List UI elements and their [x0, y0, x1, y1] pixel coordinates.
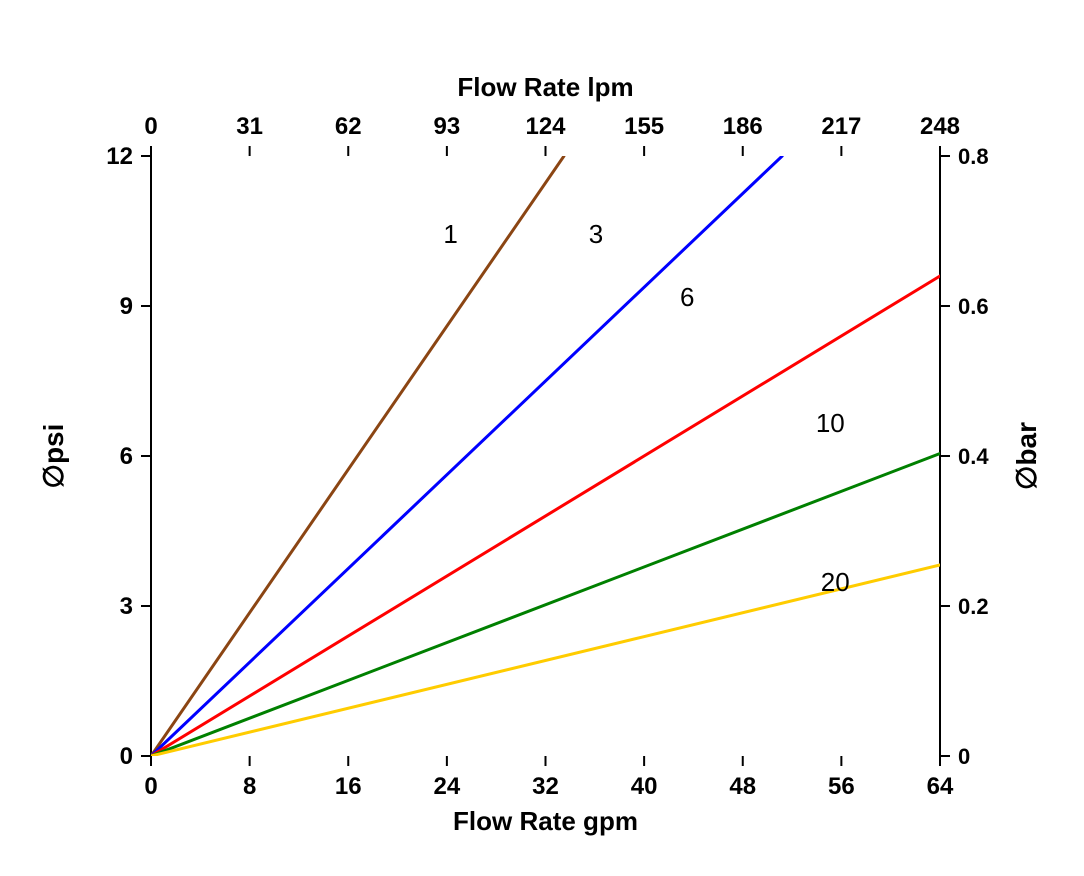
x-top-tick-label: 0: [144, 113, 157, 140]
x-top-title: Flow Rate lpm: [457, 72, 633, 102]
x-bottom-tick-label: 56: [828, 773, 855, 800]
y-left-tick-label: 0: [120, 743, 133, 770]
x-bottom-tick-label: 8: [243, 773, 256, 800]
x-bottom-tick-label: 24: [434, 773, 461, 800]
x-bottom-tick-label: 32: [532, 773, 559, 800]
x-bottom-tick-label: 48: [729, 773, 756, 800]
x-bottom-title: Flow Rate gpm: [453, 806, 638, 836]
y-left-tick-label: 9: [120, 293, 133, 320]
y-right-tick-label: 0.2: [958, 594, 989, 619]
y-left-tick-label: 3: [120, 593, 133, 620]
x-top-tick-label: 186: [723, 113, 763, 140]
series-label-10: 10: [816, 408, 845, 438]
x-bottom-tick-label: 64: [927, 773, 954, 800]
flow-rate-chart: 0816243240485664Flow Rate gpm03162931241…: [0, 0, 1084, 876]
series-label-20: 20: [821, 567, 850, 597]
x-top-tick-label: 93: [434, 113, 461, 140]
y-left-tick-label: 6: [120, 443, 133, 470]
x-top-tick-label: 62: [335, 113, 362, 140]
x-bottom-tick-label: 16: [335, 773, 362, 800]
x-bottom-tick-label: 40: [631, 773, 658, 800]
y-right-title: ∅bar: [1011, 422, 1042, 490]
x-top-tick-label: 248: [920, 113, 960, 140]
y-left-title: ∅psi: [38, 424, 69, 489]
x-top-tick-label: 155: [624, 113, 664, 140]
x-top-tick-label: 124: [525, 113, 566, 140]
y-left-tick-label: 12: [106, 143, 133, 170]
series-label-6: 6: [680, 282, 694, 312]
y-right-tick-label: 0.8: [958, 144, 989, 169]
series-label-1: 1: [443, 219, 457, 249]
y-right-tick-label: 0.4: [958, 444, 989, 469]
x-top-tick-label: 31: [236, 113, 263, 140]
series-label-3: 3: [589, 219, 603, 249]
y-right-tick-label: 0: [958, 744, 970, 769]
x-top-tick-label: 217: [821, 113, 861, 140]
x-bottom-tick-label: 0: [144, 773, 157, 800]
y-right-tick-label: 0.6: [958, 294, 989, 319]
